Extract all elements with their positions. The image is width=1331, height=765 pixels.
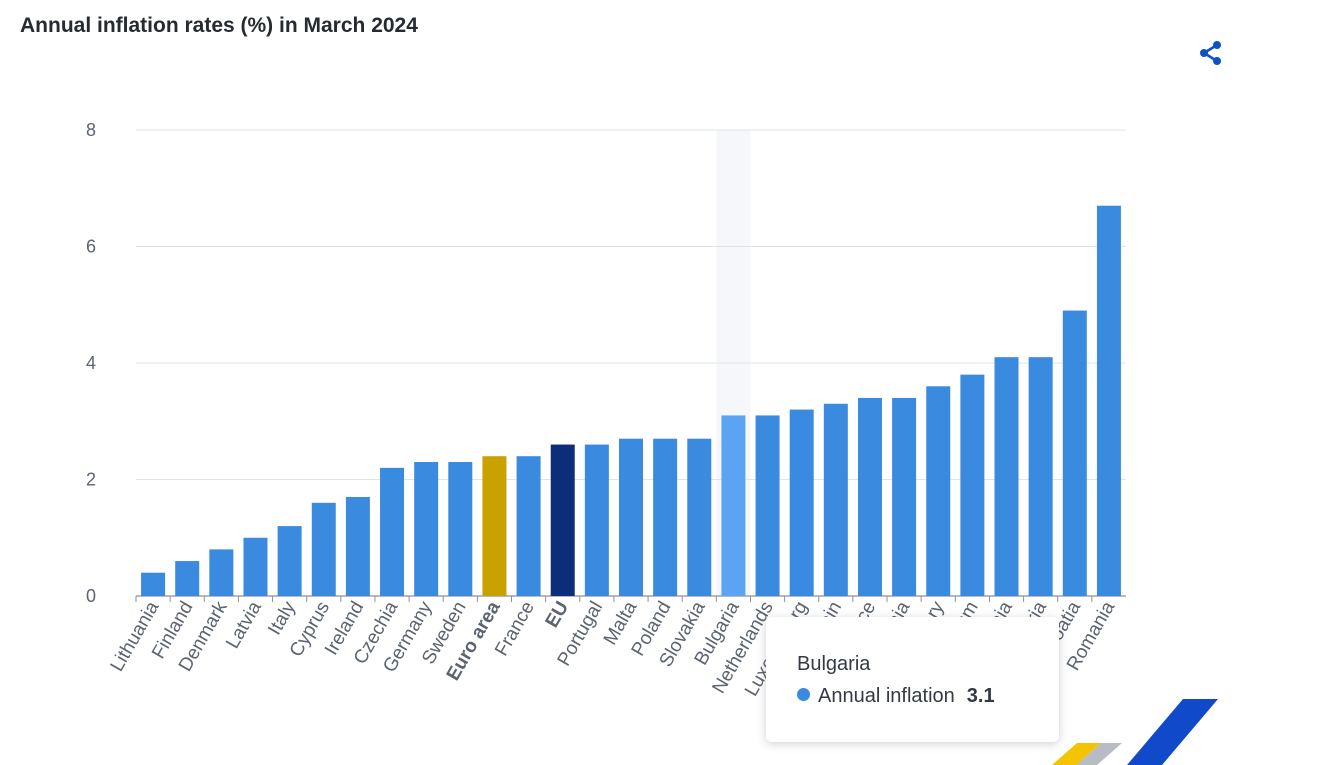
bar-austria[interactable] xyxy=(1028,357,1053,596)
bar-lithuania[interactable] xyxy=(141,572,166,596)
bar-eu[interactable] xyxy=(550,444,575,596)
y-tick-label: 8 xyxy=(86,120,96,140)
bar-poland[interactable] xyxy=(653,438,678,596)
tooltip-row: Annual inflation 3.1 xyxy=(797,685,995,708)
bar-bulgaria[interactable] xyxy=(721,415,746,596)
bar-italy[interactable] xyxy=(277,526,302,596)
tooltip-title: Bulgaria xyxy=(797,653,871,675)
tooltip: Bulgaria Annual inflation 3.1 xyxy=(766,617,1059,742)
bar-slovakia[interactable] xyxy=(687,438,712,596)
y-tick-label: 2 xyxy=(86,470,96,490)
bar-estonia[interactable] xyxy=(994,357,1019,596)
y-tick-label: 0 xyxy=(86,586,96,606)
bar-latvia[interactable] xyxy=(243,537,268,596)
y-tick-label: 6 xyxy=(86,237,96,257)
share-icon[interactable] xyxy=(1196,38,1226,68)
bar-slovenia[interactable] xyxy=(892,397,917,596)
bar-denmark[interactable] xyxy=(209,549,234,596)
series-dot-icon xyxy=(797,688,810,701)
bar-netherlands[interactable] xyxy=(755,415,780,596)
bar-malta[interactable] xyxy=(619,438,643,596)
bar-portugal[interactable] xyxy=(584,444,609,596)
y-tick-label: 4 xyxy=(86,353,96,373)
bar-germany[interactable] xyxy=(414,462,439,596)
bar-cyprus[interactable] xyxy=(311,502,336,596)
bar-luxembourg[interactable] xyxy=(789,409,814,596)
bar-ireland[interactable] xyxy=(345,496,370,596)
bar-croatia[interactable] xyxy=(1062,310,1087,596)
bar-greece[interactable] xyxy=(857,397,882,596)
bar-romania[interactable] xyxy=(1096,205,1121,596)
bar-hungary[interactable] xyxy=(926,386,951,596)
bar-euro-area[interactable] xyxy=(482,456,507,596)
bar-finland[interactable] xyxy=(175,561,200,596)
bar-sweden[interactable] xyxy=(448,462,473,596)
bar-czechia[interactable] xyxy=(380,467,405,596)
bar-spain[interactable] xyxy=(823,403,848,596)
bar-france[interactable] xyxy=(516,456,541,596)
bar-belgium[interactable] xyxy=(960,374,985,596)
tooltip-series: Annual inflation xyxy=(818,685,955,707)
chart-title: Annual inflation rates (%) in March 2024 xyxy=(20,14,418,37)
tooltip-value: 3.1 xyxy=(966,685,995,707)
